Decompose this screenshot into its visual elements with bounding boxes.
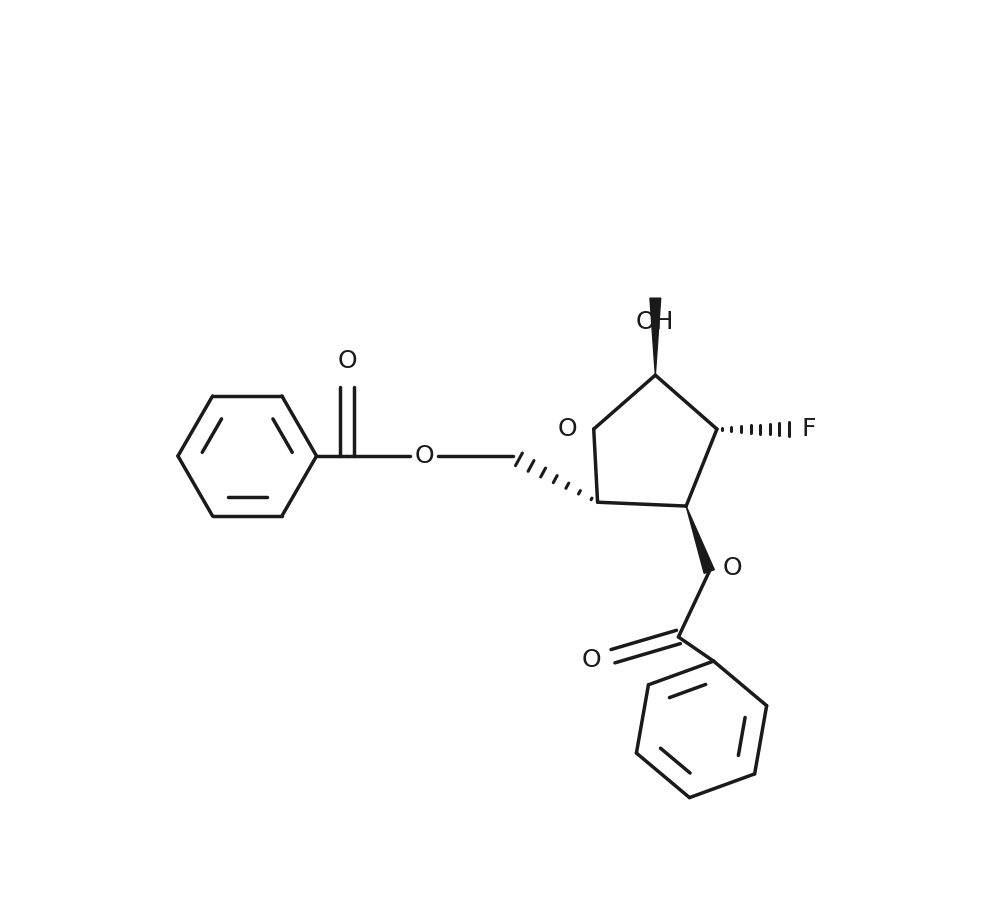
Polygon shape <box>685 506 713 573</box>
Text: O: O <box>557 417 576 441</box>
Text: O: O <box>414 444 434 468</box>
Text: OH: OH <box>635 310 674 334</box>
Text: O: O <box>581 648 601 672</box>
Text: F: F <box>801 417 816 441</box>
Text: O: O <box>338 349 357 373</box>
Polygon shape <box>649 298 660 375</box>
Text: O: O <box>722 556 741 580</box>
